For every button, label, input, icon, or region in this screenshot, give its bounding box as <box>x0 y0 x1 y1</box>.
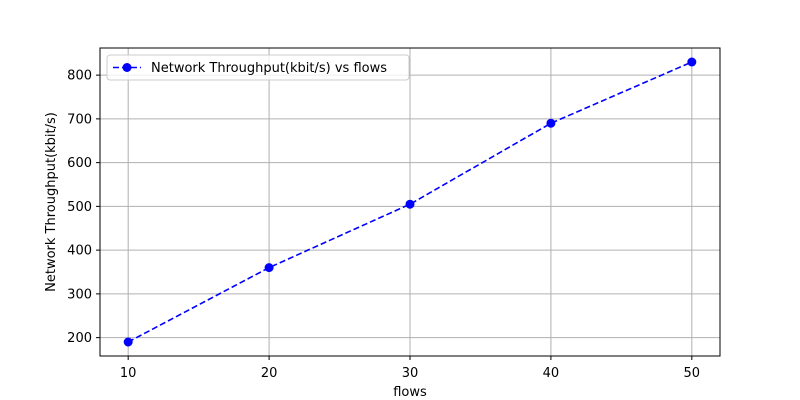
data-point-marker <box>405 199 415 209</box>
data-point-marker <box>123 337 133 347</box>
data-point-marker <box>687 57 697 67</box>
legend-marker <box>122 63 132 72</box>
y-axis-label: Network Throughput(kbit/s) <box>44 112 59 292</box>
legend-box <box>106 54 410 81</box>
y-tick-label: 500 <box>67 200 92 215</box>
x-tick-label: 20 <box>261 366 278 381</box>
y-tick-label: 300 <box>67 287 92 302</box>
data-point-marker <box>264 263 274 273</box>
x-axis-label: flows <box>393 385 427 400</box>
x-tick-label: 40 <box>543 366 560 381</box>
legend-label: Network Throughput(kbit/s) vs flows <box>151 61 387 76</box>
x-tick-label: 50 <box>684 366 701 381</box>
y-tick-label: 800 <box>67 69 92 84</box>
x-tick-label: 30 <box>402 366 419 381</box>
y-tick-label: 600 <box>67 156 92 171</box>
legend: Network Throughput(kbit/s) vs flows <box>106 54 410 81</box>
series-line <box>127 61 693 343</box>
data-point-marker <box>546 118 556 128</box>
x-axis-ticks: 10 20 30 40 50 <box>120 356 700 381</box>
x-tick-label: 10 <box>120 366 137 381</box>
y-tick-label: 700 <box>67 112 92 127</box>
series-layer <box>123 57 697 347</box>
y-tick-label: 400 <box>67 244 92 259</box>
y-axis-ticks: 200 300 400 500 600 700 800 <box>67 69 100 346</box>
y-tick-label: 200 <box>67 331 92 346</box>
